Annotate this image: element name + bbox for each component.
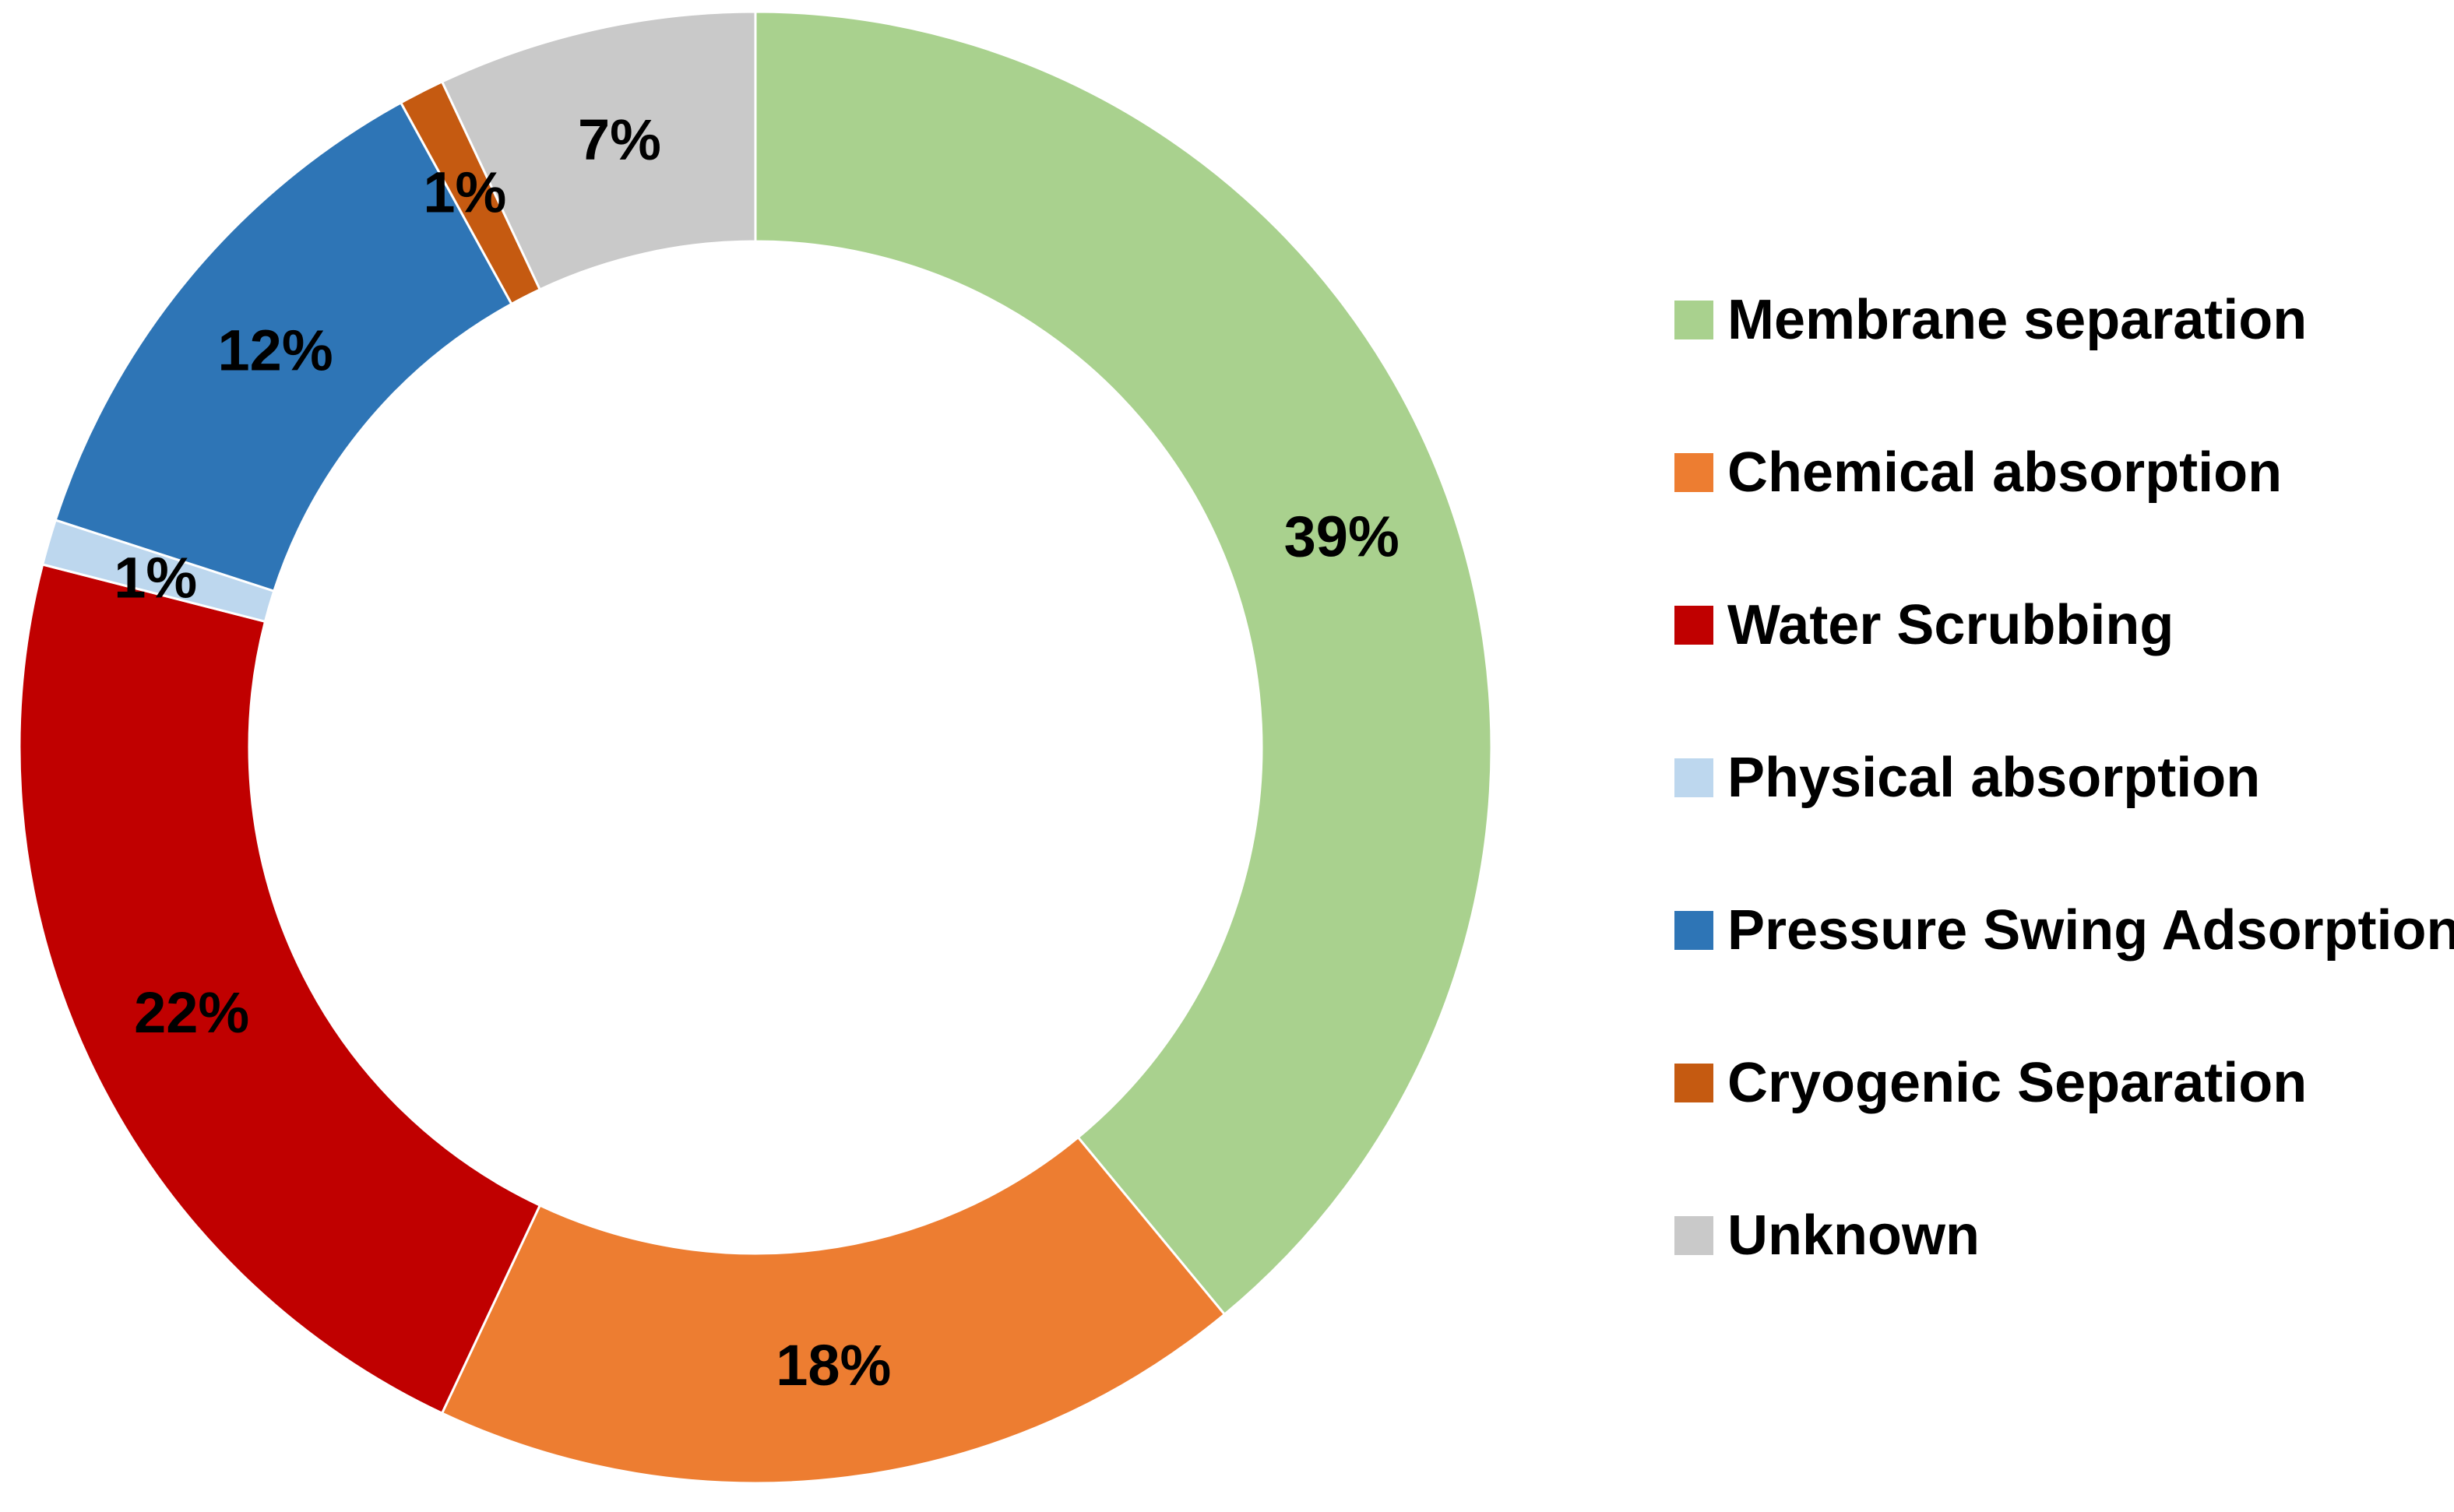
data-label-water-scrubbing: 22% <box>134 980 249 1045</box>
data-label-unknown: 7% <box>578 107 661 172</box>
legend-item-cryogenic-separation: Cryogenic Separation <box>1674 1050 2445 1202</box>
legend-item-unknown: Unknown <box>1674 1202 2445 1355</box>
legend-label: Unknown <box>1727 1204 1980 1267</box>
legend-swatch <box>1674 1216 1713 1255</box>
data-label-cryogenic-separation: 1% <box>423 160 506 225</box>
legend-swatch <box>1674 1064 1713 1102</box>
legend-swatch <box>1674 606 1713 645</box>
legend-label: Water Scrubbing <box>1727 594 2174 656</box>
legend-swatch <box>1674 758 1713 797</box>
legend-swatch <box>1674 911 1713 950</box>
legend-swatch <box>1674 453 1713 492</box>
legend-label: Cryogenic Separation <box>1727 1052 2308 1114</box>
chart-legend: Membrane separation Chemical absorption Wa… <box>1674 287 2454 1355</box>
donut-slices <box>18 10 1493 1485</box>
legend-swatch <box>1674 301 1713 339</box>
legend-item-physical-absorption: Physical absorption <box>1674 744 2445 897</box>
data-label-physical-absorption: 1% <box>114 545 197 610</box>
legend-label: Pressure Swing Adsorption <box>1727 899 2454 962</box>
data-label-pressure-swing-adsorption: 12% <box>218 318 333 383</box>
donut-slice-chemical-absorption <box>440 1135 1227 1485</box>
legend-item-water-scrubbing: Water Scrubbing <box>1674 592 2445 744</box>
legend-label: Physical absorption <box>1727 747 2261 809</box>
data-label-chemical-absorption: 18% <box>776 1333 891 1398</box>
legend-item-pressure-swing-adsorption: Pressure Swing Adsorption <box>1674 897 2454 1050</box>
donut-data-labels: 39% 18% 22% 1% 12% 1% 7% <box>114 107 1399 1398</box>
data-label-membrane-separation: 39% <box>1284 505 1400 569</box>
donut-slice-unknown <box>440 10 757 291</box>
legend-label: Membrane separation <box>1727 289 2308 351</box>
donut-slice-membrane-separation <box>754 10 1493 1317</box>
legend-label: Chemical absorption <box>1727 441 2283 504</box>
legend-item-membrane-separation: Membrane separation <box>1674 287 2445 439</box>
legend-item-chemical-absorption: Chemical absorption <box>1674 439 2445 592</box>
donut-slice-water-scrubbing <box>18 563 542 1415</box>
